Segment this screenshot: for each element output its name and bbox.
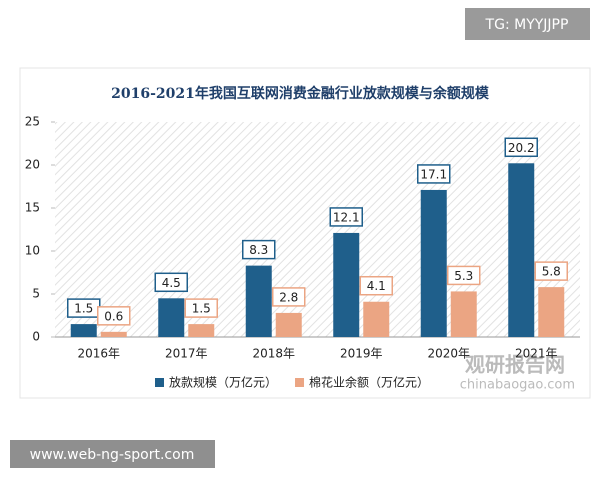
value-label: 5.8 — [542, 265, 561, 279]
bar — [333, 232, 360, 337]
x-tick-label: 2016年 — [77, 347, 120, 361]
value-label-box — [504, 137, 538, 158]
watermark-url: chinabaogao.com — [460, 378, 575, 393]
top-badge — [465, 8, 590, 40]
value-label: 2.8 — [279, 290, 298, 304]
value-label: 1.5 — [74, 302, 93, 316]
watermark-name: 观研报告网 — [465, 353, 565, 377]
value-label: 20.2 — [508, 141, 535, 155]
value-label: 4.1 — [367, 279, 386, 293]
bottom-badge-text: www.web-ng-sport.com — [30, 447, 195, 463]
value-label-box — [242, 239, 276, 260]
bar — [188, 324, 215, 337]
x-tick-label: 2018年 — [252, 347, 295, 361]
x-tick-label: 2020年 — [427, 347, 470, 361]
value-label-box — [417, 164, 451, 184]
value-label: 5.3 — [454, 269, 473, 283]
x-tick-label: 2017年 — [165, 347, 208, 361]
y-tick-label: 20 — [25, 158, 40, 172]
value-label-box — [154, 272, 188, 293]
value-label-box — [447, 265, 481, 286]
bar — [70, 324, 97, 337]
bar — [245, 265, 272, 337]
bar — [275, 312, 302, 337]
y-tick-label: 25 — [25, 115, 40, 129]
value-label: 1.5 — [192, 302, 211, 316]
chart-title: 2016-2021年我国互联网消费金融行业放款规模与余额规模 — [111, 85, 490, 102]
bar — [158, 298, 185, 337]
legend-swatch — [295, 378, 305, 387]
y-tick-label: 10 — [25, 244, 40, 258]
bar — [450, 291, 477, 337]
top-badge-text: TG: MYYJJPP — [485, 17, 569, 33]
value-label-box — [329, 207, 363, 227]
x-tick-label: 2021年 — [515, 347, 558, 361]
plot-area — [55, 122, 580, 337]
y-tick-label: 5 — [32, 287, 40, 301]
value-label-box — [272, 287, 306, 307]
value-label: 8.3 — [249, 243, 268, 257]
legend-label: 棉花业余额（万亿元） — [309, 375, 429, 390]
bar — [420, 189, 447, 337]
bottom-badge — [10, 440, 215, 468]
value-label: 17.1 — [420, 167, 447, 181]
value-label-box — [97, 306, 131, 326]
value-label: 0.6 — [104, 309, 123, 323]
y-tick-label: 15 — [25, 201, 40, 215]
value-label-box — [534, 261, 568, 281]
value-label: 4.5 — [162, 276, 181, 290]
value-label: 12.1 — [333, 210, 360, 224]
value-label-box — [184, 298, 218, 318]
value-label-box — [359, 275, 393, 296]
bar — [100, 331, 127, 337]
bar — [363, 301, 390, 337]
legend-swatch — [155, 378, 164, 387]
bar — [538, 287, 565, 337]
x-tick-label: 2019年 — [340, 347, 383, 361]
bar — [508, 163, 535, 337]
y-tick-label: 0 — [32, 330, 40, 344]
legend-label: 放款规模（万亿元） — [169, 375, 277, 390]
